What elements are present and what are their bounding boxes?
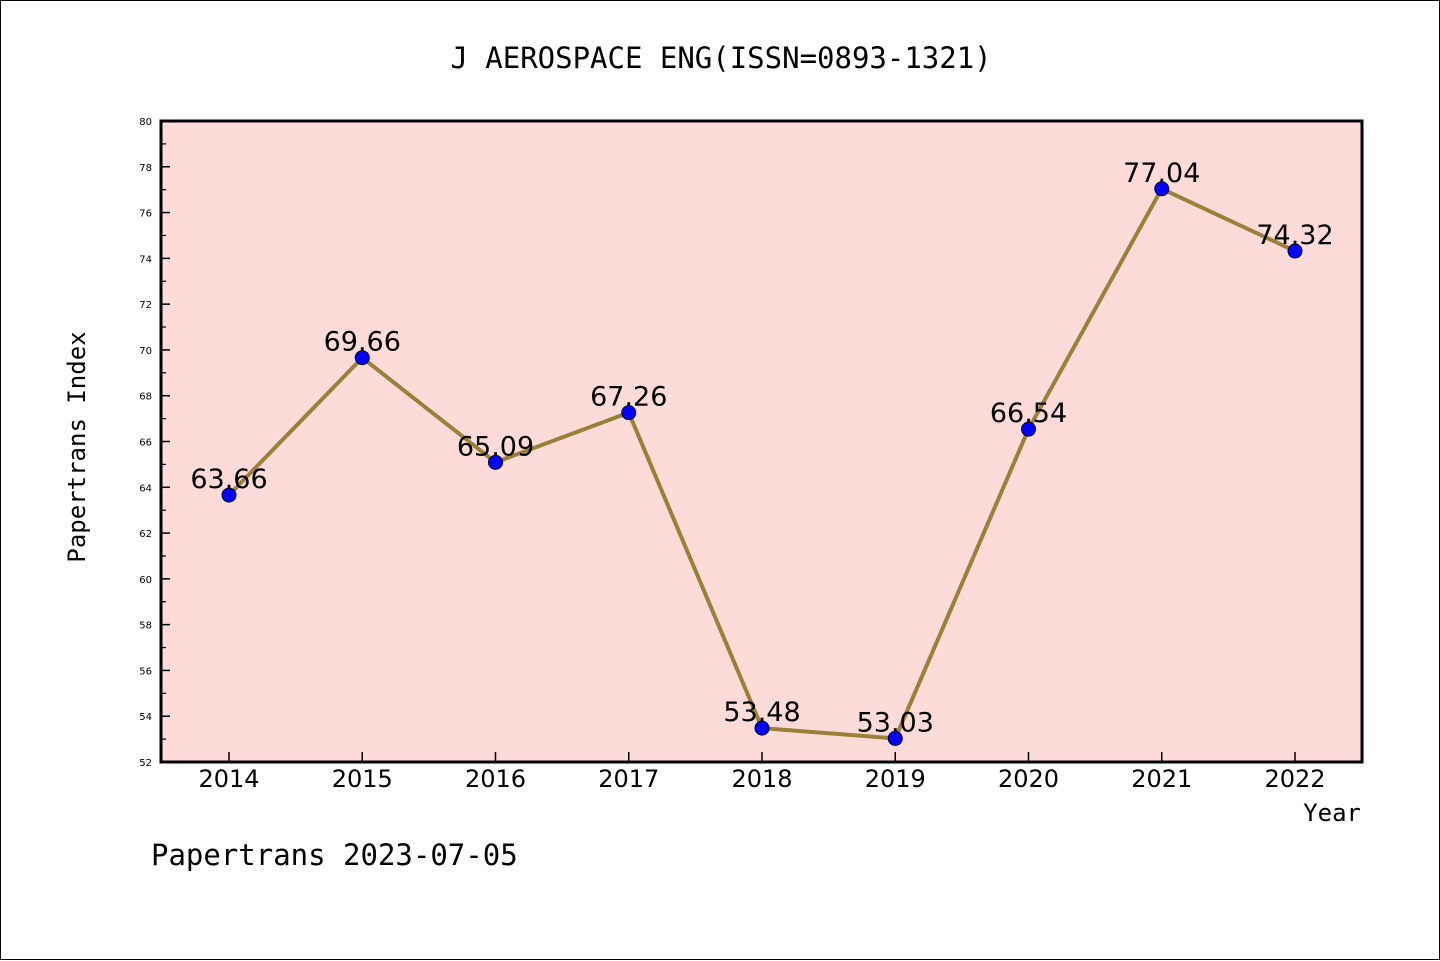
x-tick-label: 2021 (1131, 765, 1192, 793)
y-tick-label: 62 (139, 529, 152, 540)
data-label: 53.48 (723, 697, 800, 728)
y-tick-label: 74 (139, 254, 152, 265)
y-tick-label: 52 (139, 758, 152, 769)
y-tick-label: 68 (139, 392, 152, 403)
x-tick-label: 2017 (598, 765, 659, 793)
y-tick-label: 60 (139, 575, 152, 586)
y-tick-label: 56 (139, 666, 152, 677)
x-axis-label: Year (1303, 799, 1361, 827)
y-tick-label: 54 (139, 712, 152, 723)
data-point (354, 350, 370, 366)
data-label: 53.03 (857, 707, 934, 738)
footer-caption: Papertrans 2023-07-05 (151, 838, 518, 872)
y-tick-label: 64 (139, 483, 152, 494)
x-axis: 2014 2015 2016 2017 2018 2019 2020 2021 2022 (198, 752, 1326, 793)
data-label: 63.66 (190, 464, 267, 495)
data-label: 65.09 (457, 431, 534, 462)
y-tick-label: 66 (139, 438, 152, 449)
data-label: 74.32 (1256, 220, 1333, 251)
y-tick-label: 78 (139, 163, 152, 174)
y-tick-label: 58 (139, 621, 152, 632)
x-tick-label: 2016 (465, 765, 526, 793)
y-axis: 52 54 56 58 60 62 64 66 68 70 72 74 76 78 80 (139, 117, 170, 769)
y-tick-label: 70 (139, 346, 152, 357)
data-point (621, 405, 637, 421)
series-layer: 63.66 69.66 65.09 67.26 53.48 53.03 66.54 77.04… (190, 158, 1334, 746)
chart-title: J AEROSPACE ENG(ISSN=0893-1321) (450, 41, 991, 75)
data-point (488, 454, 503, 470)
data-point (221, 487, 237, 503)
data-label: 66.54 (990, 398, 1067, 429)
y-tick-label: 72 (139, 300, 152, 311)
x-tick-label: 2015 (332, 765, 393, 793)
data-point (1287, 243, 1303, 259)
plot-area (161, 121, 1362, 762)
data-point (1021, 421, 1036, 437)
y-axis-label: Papertrans Index (63, 331, 91, 562)
data-label: 69.66 (324, 327, 401, 358)
data-label: 77.04 (1123, 158, 1200, 189)
data-point (887, 730, 903, 746)
x-tick-label: 2019 (865, 765, 926, 793)
x-tick-label: 2020 (998, 765, 1059, 793)
data-point (1154, 181, 1170, 197)
data-label: 67.26 (590, 382, 667, 413)
data-point (754, 720, 770, 736)
y-tick-label: 76 (139, 209, 152, 220)
x-tick-label: 2014 (198, 765, 259, 793)
y-tick-label: 80 (139, 117, 152, 128)
x-tick-label: 2018 (731, 765, 792, 793)
x-tick-label: 2022 (1264, 765, 1325, 793)
plot-border (159, 119, 1364, 764)
